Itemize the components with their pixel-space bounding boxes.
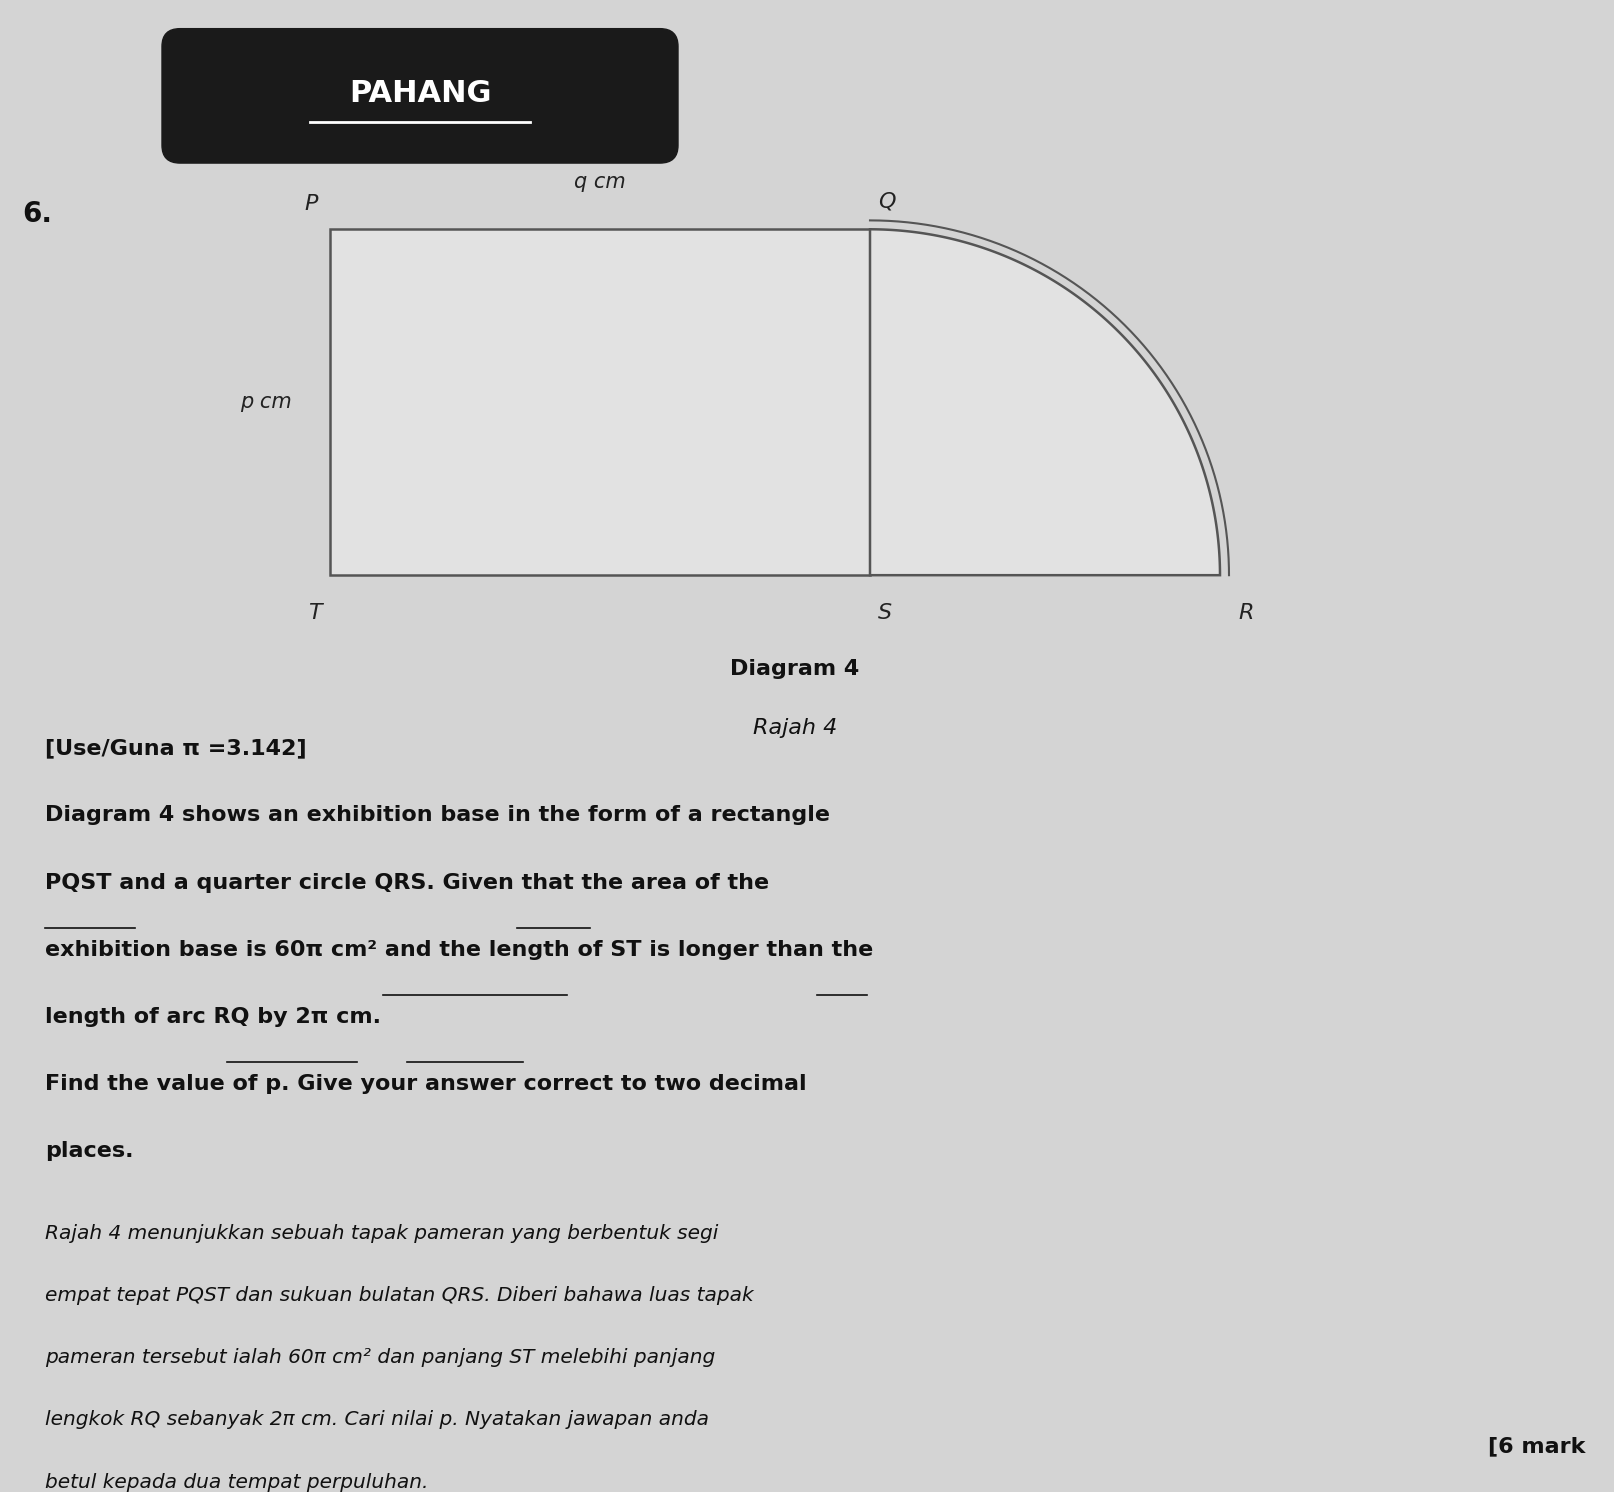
Text: R: R [1238, 603, 1252, 622]
Text: Rajah 4: Rajah 4 [752, 719, 836, 739]
Text: p cm: p cm [240, 392, 292, 412]
Text: 6.: 6. [23, 200, 52, 228]
Text: Diagram 4: Diagram 4 [730, 659, 859, 679]
Text: Diagram 4 shows an exhibition base in the form of a rectangle: Diagram 4 shows an exhibition base in th… [45, 806, 830, 825]
Text: Find the value of p. Give your answer correct to two decimal: Find the value of p. Give your answer co… [45, 1074, 805, 1094]
Polygon shape [329, 230, 870, 576]
Text: betul kepada dua tempat perpuluhan.: betul kepada dua tempat perpuluhan. [45, 1473, 428, 1492]
Text: exhibition base is 60π cm² and the length of ST is longer than the: exhibition base is 60π cm² and the lengt… [45, 940, 873, 959]
Polygon shape [870, 230, 1219, 576]
FancyBboxPatch shape [161, 28, 678, 163]
Text: empat tepat PQST dan sukuan bulatan QRS. Diberi bahawa luas tapak: empat tepat PQST dan sukuan bulatan QRS.… [45, 1286, 754, 1306]
Text: places.: places. [45, 1141, 134, 1161]
Text: PAHANG: PAHANG [349, 79, 491, 109]
Text: S: S [878, 603, 891, 622]
Text: Rajah 4 menunjukkan sebuah tapak pameran yang berbentuk segi: Rajah 4 menunjukkan sebuah tapak pameran… [45, 1223, 718, 1243]
Text: Q: Q [878, 191, 894, 212]
Text: T: T [308, 603, 321, 622]
Text: PQST and a quarter circle QRS. Given that the area of the: PQST and a quarter circle QRS. Given tha… [45, 873, 768, 892]
Text: [6 mark: [6 mark [1486, 1437, 1583, 1456]
Text: q cm: q cm [573, 172, 626, 192]
Text: length of arc RQ by 2π cm.: length of arc RQ by 2π cm. [45, 1007, 381, 1026]
Text: P: P [305, 194, 318, 215]
Text: lengkok RQ sebanyak 2π cm. Cari nilai p. Nyatakan jawapan anda: lengkok RQ sebanyak 2π cm. Cari nilai p.… [45, 1410, 709, 1429]
Text: [Use/Guna π =3.142]: [Use/Guna π =3.142] [45, 739, 307, 758]
Text: pameran tersebut ialah 60π cm² dan panjang ST melebihi panjang: pameran tersebut ialah 60π cm² dan panja… [45, 1349, 715, 1367]
